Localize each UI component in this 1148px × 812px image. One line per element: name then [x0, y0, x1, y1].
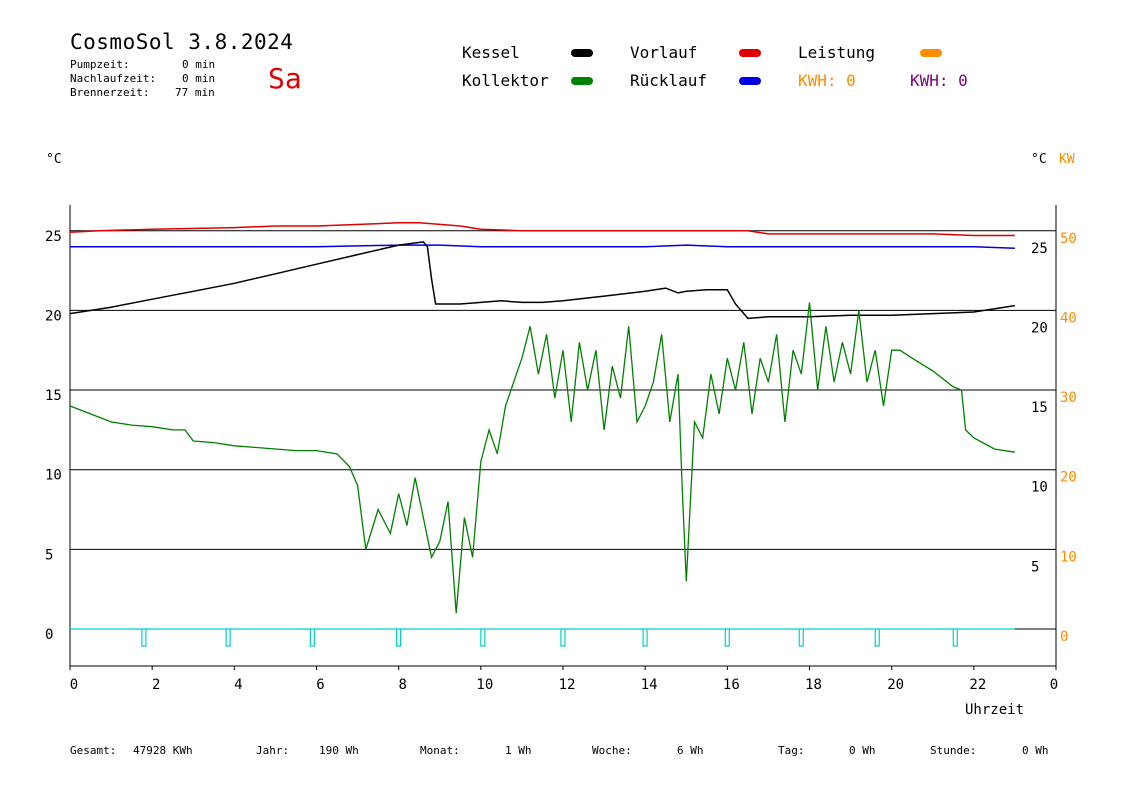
- right-tick-label-kw: 50: [1060, 231, 1077, 247]
- right-tick-label-c: 5: [1031, 559, 1039, 575]
- left-tick-label: 0: [45, 627, 53, 643]
- legend-leistung-swatch: [920, 49, 942, 57]
- pump-pulse: [724, 629, 730, 647]
- time-label-1: Nachlaufzeit:: [70, 72, 157, 85]
- pump-pulse: [141, 629, 147, 647]
- footer-label-jahr: Jahr:: [256, 744, 290, 757]
- footer-label-woche: Woche:: [592, 744, 632, 757]
- left-tick-label: 25: [45, 229, 62, 245]
- footer-label-gesamt: Gesamt:: [70, 744, 117, 757]
- x-tick-label: 12: [559, 677, 576, 693]
- legend-leistung-label: Leistung: [798, 43, 876, 62]
- legend-kessel-label: Kessel: [462, 43, 520, 62]
- right-tick-label-c: 20: [1031, 320, 1048, 336]
- x-tick-label: 16: [723, 677, 740, 693]
- footer-value-woche: 6 Wh: [677, 744, 704, 757]
- pump-pulse: [396, 629, 402, 647]
- right-tick-label-c: 25: [1031, 241, 1048, 257]
- right-tick-label-kw: 20: [1060, 470, 1077, 486]
- pump-pulse: [798, 629, 804, 647]
- page-title: CosmoSol 3.8.2024: [70, 30, 294, 54]
- left-tick-label: 15: [45, 388, 62, 404]
- left-tick-label: 10: [45, 468, 62, 484]
- pump-pulse: [642, 629, 648, 647]
- footer-label-stunde: Stunde:: [930, 744, 977, 757]
- footer-value-gesamt: 47928 KWh: [133, 744, 193, 757]
- x-tick-label: 10: [476, 677, 493, 693]
- legend-vorlauf-swatch: [739, 49, 761, 57]
- series-line-ruecklauf: [70, 244, 1015, 250]
- time-value-1: 0 min: [182, 72, 216, 85]
- footer-value-monat: 1 Wh: [505, 744, 532, 757]
- left-tick-label: 20: [45, 308, 62, 324]
- pump-pulse: [225, 629, 231, 647]
- x-tick-label: 8: [398, 677, 406, 693]
- legend-ruecklauf-swatch: [739, 77, 761, 85]
- pump-pulse: [480, 629, 486, 647]
- x-tick-label: 6: [316, 677, 324, 693]
- right-tick-label-kw: 30: [1060, 390, 1077, 406]
- time-value-2: 77 min: [175, 86, 215, 99]
- x-tick-label: 2: [152, 677, 160, 693]
- pump-pulse: [952, 629, 958, 647]
- x-tick-label: 22: [969, 677, 986, 693]
- x-tick-label: 18: [805, 677, 822, 693]
- series-line-vorlauf: [69, 222, 1015, 237]
- x-tick-label: 4: [234, 677, 242, 693]
- right-axis-unit-kw: KW: [1059, 152, 1075, 167]
- footer-value-stunde: 0 Wh: [1022, 744, 1049, 757]
- x-tick-label: 0: [70, 677, 78, 693]
- legend-kwh-purple: KWH: 0: [910, 71, 968, 90]
- footer-value-tag: 0 Wh: [849, 744, 876, 757]
- legend-kessel-swatch: [571, 49, 593, 57]
- time-label-0: Pumpzeit:: [70, 58, 130, 71]
- pump-pulse: [309, 629, 315, 647]
- footer-label-monat: Monat:: [420, 744, 460, 757]
- time-value-0: 0 min: [182, 58, 216, 71]
- legend-ruecklauf-label: Rücklauf: [630, 71, 708, 90]
- legend-kollektor-label: Kollektor: [462, 71, 549, 90]
- right-tick-label-c: 10: [1031, 480, 1048, 496]
- footer-label-tag: Tag:: [778, 744, 805, 757]
- right-tick-label-kw: 40: [1060, 310, 1077, 326]
- pump-pulse: [560, 629, 566, 647]
- x-tick-label: 14: [641, 677, 658, 693]
- x-tick-label: 0: [1050, 677, 1058, 693]
- series-line-kessel: [69, 241, 1016, 320]
- weekday-label: Sa: [268, 62, 302, 95]
- x-tick-label: 20: [887, 677, 904, 693]
- right-tick-label-kw: 10: [1060, 549, 1077, 565]
- footer-value-jahr: 190 Wh: [319, 744, 359, 757]
- time-label-2: Brennerzeit:: [70, 86, 150, 99]
- legend-vorlauf-label: Vorlauf: [630, 43, 698, 62]
- legend-kwh-orange: KWH: 0: [798, 71, 856, 90]
- right-tick-label-kw: 0: [1060, 629, 1068, 645]
- pump-pulse: [874, 629, 880, 647]
- series-line-kollektor: [69, 302, 1016, 614]
- legend-kollektor-swatch: [571, 77, 593, 85]
- left-tick-label: 5: [45, 547, 53, 563]
- right-tick-label-c: 15: [1031, 400, 1048, 416]
- right-axis-unit-c: °C: [1031, 152, 1047, 167]
- left-axis-unit: °C: [46, 152, 62, 167]
- x-axis-label: Uhrzeit: [965, 702, 1024, 718]
